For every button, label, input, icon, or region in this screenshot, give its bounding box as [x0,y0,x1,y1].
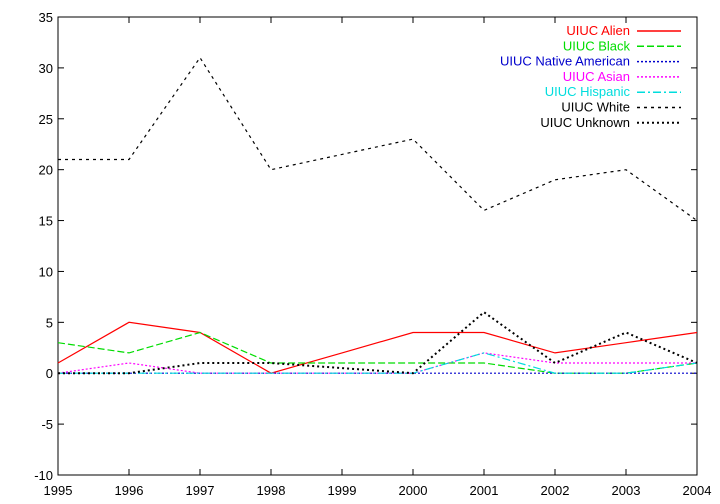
plot-frame [57,16,698,476]
axes: -10 -5 0 5 10 15 20 25 30 35 1995 1996 1997 1998 1999 2… [34,10,711,498]
y-tick-label: 25 [39,112,53,127]
series-line-uiuc-alien [57,321,698,374]
x-tick-label: 1997 [186,483,215,498]
series-lines [57,56,698,375]
x-tick-label: 2000 [399,483,428,498]
y-tick-label: -10 [34,468,53,483]
x-tick-label: 2001 [470,483,499,498]
y-tick-label: 35 [39,10,53,25]
x-tick-label: 2003 [612,483,641,498]
series-line-uiuc-white [58,56,698,222]
legend-label: UIUC Native American [500,54,630,69]
legend-label: UIUC Unknown [540,115,630,130]
y-tick-label: 5 [46,315,53,330]
legend-label: UIUC Hispanic [545,84,631,99]
y-tick-label: 15 [39,214,53,229]
y-tick-label: 10 [39,264,53,279]
y-tick-label: -5 [41,417,53,432]
x-tick-label: 1999 [328,483,357,498]
y-tick-label: 20 [39,163,53,178]
legend-label: UIUC White [561,100,630,115]
legend-label: UIUC Asian [563,69,630,84]
legend-label: UIUC Alien [566,23,630,38]
x-tick-label: 2002 [541,483,570,498]
series-line-uiuc-unknown [58,310,698,375]
series-line-uiuc-asian [57,352,697,374]
x-tick-label: 1998 [257,483,286,498]
y-tick-label: 30 [39,61,53,76]
y-tick-label: 0 [46,366,53,381]
x-tick-label: 1995 [44,483,73,498]
legend-label: UIUC Black [563,38,631,53]
x-tick-label: 1996 [115,483,144,498]
x-tick-label: 2004 [683,483,712,498]
